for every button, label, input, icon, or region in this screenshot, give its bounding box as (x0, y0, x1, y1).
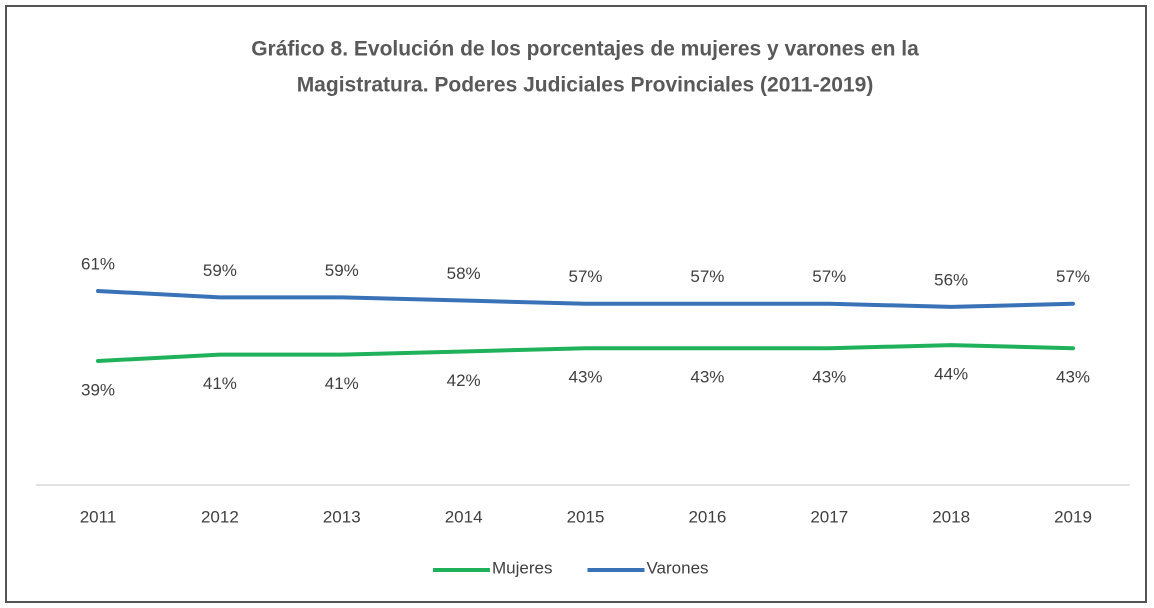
x-tick-label: 2015 (567, 507, 605, 526)
legend-label: Mujeres (492, 558, 552, 577)
data-label: 57% (1056, 267, 1090, 286)
data-label: 43% (690, 368, 724, 387)
data-label: 44% (934, 365, 968, 384)
data-label: 59% (203, 261, 237, 280)
legend-label: Varones (646, 558, 708, 577)
x-tick-label: 2012 (201, 507, 239, 526)
data-label: 61% (81, 255, 115, 274)
data-label: 57% (812, 267, 846, 286)
chart-title: Gráfico 8. Evolución de los porcentajes … (251, 38, 919, 61)
data-label: 57% (568, 267, 602, 286)
x-tick-label: 2011 (80, 507, 117, 526)
data-label: 41% (325, 374, 359, 393)
data-label: 39% (81, 380, 115, 399)
series-line (96, 289, 1075, 309)
x-tick-label: 2017 (810, 507, 848, 526)
x-tick-label: 2018 (932, 507, 970, 526)
data-label: 58% (447, 264, 481, 283)
data-label: 43% (1056, 368, 1090, 387)
chart-title: Magistratura. Poderes Judiciales Provinc… (297, 74, 874, 97)
x-tick-label: 2016 (688, 507, 726, 526)
data-label: 59% (325, 261, 359, 280)
data-label: 41% (203, 374, 237, 393)
data-label: 56% (934, 270, 968, 289)
data-label: 57% (690, 267, 724, 286)
data-label: 42% (447, 371, 481, 390)
data-label: 43% (812, 368, 846, 387)
data-label: 43% (568, 368, 602, 387)
series-line (96, 343, 1075, 363)
x-tick-label: 2019 (1054, 507, 1092, 526)
x-tick-label: 2014 (445, 507, 483, 526)
x-tick-label: 2013 (323, 507, 361, 526)
